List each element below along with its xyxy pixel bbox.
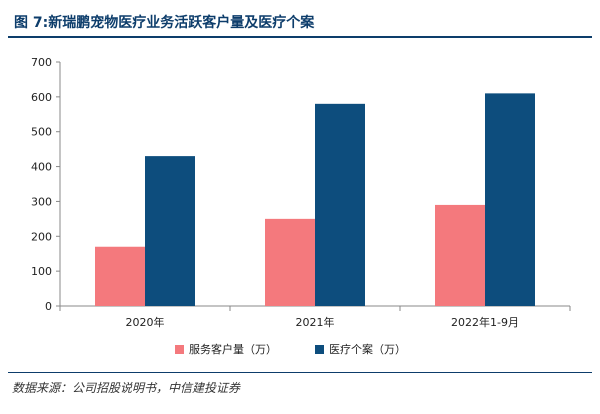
bar-service-customers [95, 246, 145, 306]
bar-medical-cases [485, 93, 535, 306]
legend: 服务客户量（万） 医疗个案（万） [175, 342, 406, 356]
y-tick-label: 100 [31, 265, 52, 278]
bar-chart: 0 100 200 300 400 500 600 700 2020年 2021年 2022年1-… [31, 56, 571, 356]
bar-medical-cases [145, 156, 195, 306]
title-bar: 图 7:新瑞鹏宠物医疗业务活跃客户量及医疗个案 [8, 4, 592, 38]
x-axis: 2020年 2021年 2022年1-9月 [59, 305, 571, 329]
legend-label: 服务客户量（万） [189, 342, 277, 356]
bar-service-customers [265, 218, 315, 306]
y-tick-label: 0 [45, 300, 52, 313]
chart-area: 0 100 200 300 400 500 600 700 2020年 2021年 2022年1-… [0, 40, 600, 370]
y-tick-label: 300 [31, 195, 52, 208]
y-tick-label: 200 [31, 230, 52, 243]
y-axis: 0 100 200 300 400 500 600 700 [31, 56, 61, 313]
legend-swatch [175, 345, 184, 354]
bar-service-customers [435, 204, 485, 306]
bar-medical-cases [315, 103, 365, 306]
y-tick-label: 600 [31, 91, 52, 104]
x-tick-label: 2022年1-9月 [451, 315, 519, 329]
source-bar: 数据来源：公司招股说明书，中信建投证券 [8, 372, 592, 411]
source-note: 数据来源：公司招股说明书，中信建投证券 [12, 381, 241, 395]
x-tick-label: 2020年 [126, 315, 165, 329]
y-tick-label: 500 [31, 126, 52, 139]
legend-swatch [315, 345, 324, 354]
legend-label: 医疗个案（万） [329, 342, 406, 356]
bars [95, 93, 535, 306]
y-tick-label: 400 [31, 161, 52, 174]
figure-title: 图 7:新瑞鹏宠物医疗业务活跃客户量及医疗个案 [14, 15, 315, 31]
y-tick-label: 700 [31, 56, 52, 69]
x-tick-label: 2021年 [296, 315, 335, 329]
